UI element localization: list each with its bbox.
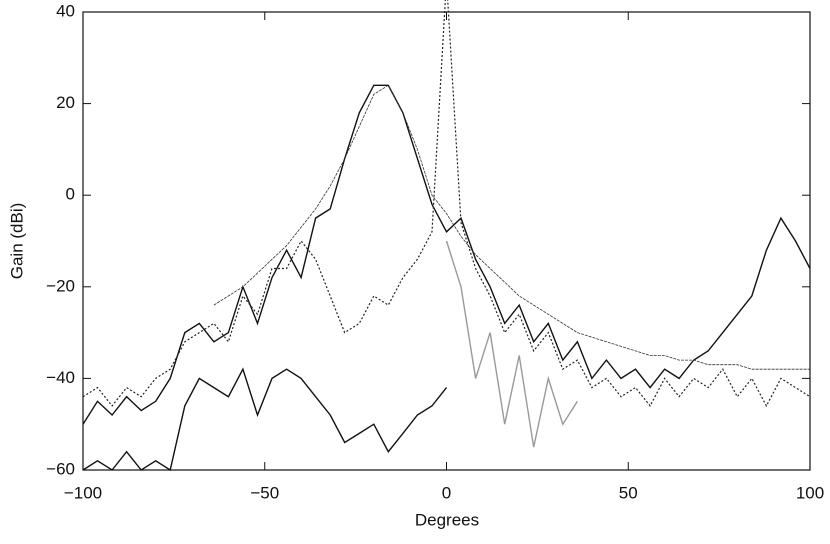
x-axis-label: Degrees	[415, 510, 479, 529]
x-tick-label: 100	[796, 483, 824, 502]
y-axis-label: Gain (dBi)	[7, 203, 26, 280]
y-tick-label: 20	[56, 93, 75, 112]
x-tick-label: −100	[64, 483, 102, 502]
series-line	[213, 84, 810, 370]
y-tick-label: −60	[46, 459, 75, 478]
x-tick-label: 0	[442, 483, 451, 502]
series-line	[445, 240, 578, 448]
y-tick-label: −20	[46, 276, 75, 295]
series-line	[82, 84, 811, 425]
y-tick-label: 40	[56, 1, 75, 20]
x-tick-label: 50	[619, 483, 638, 502]
y-tick-label: −40	[46, 368, 75, 387]
y-tick-label: 0	[66, 185, 75, 204]
x-tick-label: −50	[250, 483, 279, 502]
series-line	[82, 0, 811, 408]
series-line	[82, 367, 448, 472]
